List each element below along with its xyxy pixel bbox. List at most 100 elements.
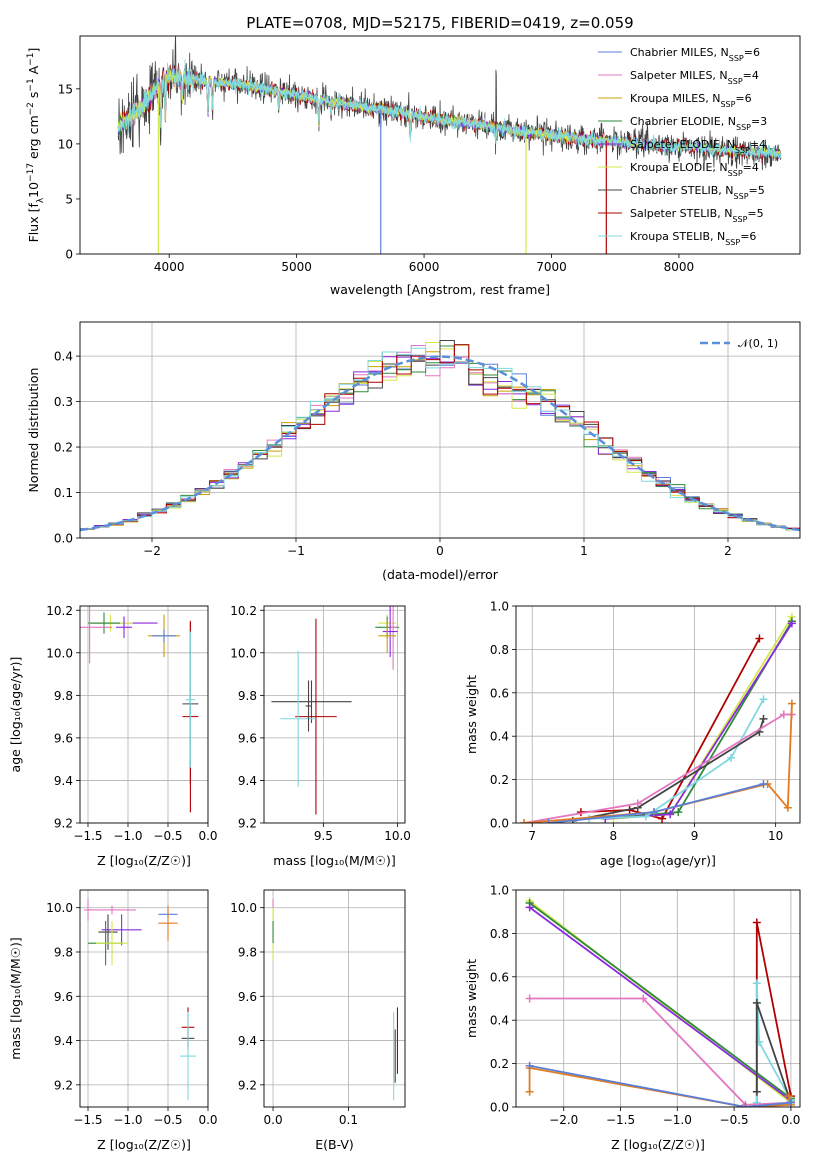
x-tick-label: −1.5 (606, 1113, 635, 1127)
plot-area (80, 322, 800, 538)
weight-marker (544, 819, 553, 823)
y-axis-label: Normed distribution (26, 368, 41, 493)
weight-marker (787, 619, 796, 628)
weight-marker (779, 710, 788, 719)
y-tick-label: 10 (58, 137, 73, 151)
x-tick-label: 8 (610, 829, 618, 843)
y-tick-label: 0.2 (490, 1057, 509, 1071)
y-tick-label: 1.0 (490, 884, 509, 898)
legend-sub: SSP (735, 146, 750, 155)
panel-age_vs_Z: −1.5 −1.0 −0.5 0.0 9.2 9.4 9.6 9.8 10.0 10.2 Z [lo… (8, 604, 218, 868)
x-tick-label: 1 (580, 544, 588, 558)
y-tick-label: 15 (58, 82, 73, 96)
y-axis-label-part: s (26, 92, 41, 103)
y-tick-label: 0.4 (54, 350, 73, 364)
legend-sub: SSP (734, 192, 749, 201)
legend-text: Kroupa STELIB, N (630, 230, 725, 243)
plot-area (80, 606, 208, 823)
weight-marker (525, 903, 534, 912)
legend-entry: Chabrier STELIB, NSSP=5 (630, 184, 765, 201)
weight-line (523, 713, 792, 823)
x-tick-label: −1.5 (73, 829, 102, 843)
weight-marker (752, 998, 761, 1007)
legend-entry: Salpeter STELIB, NSSP=5 (630, 207, 764, 224)
y-tick-label: 0.1 (54, 486, 73, 500)
legend-text: Salpeter ELODIE, N (630, 138, 735, 151)
x-axis-label: age [log₁₀(age/yr)] (600, 853, 716, 868)
weight-marker (741, 1103, 750, 1107)
x-tick-label: −0.5 (720, 1113, 749, 1127)
weight-line (572, 718, 765, 822)
weight-marker (755, 634, 764, 643)
axes-frame (515, 605, 801, 824)
y-axis-label: age [log₁₀(age/yr)] (8, 657, 23, 773)
x-tick-label: −1.0 (113, 1113, 142, 1127)
legend-text: Kroupa ELODIE, N (630, 161, 728, 174)
y-tick-label: 9.2 (238, 1078, 257, 1092)
y-tick-label: 0.6 (490, 686, 509, 700)
y-tick-label: 9.2 (54, 817, 73, 831)
legend-entry: Kroupa MILES, NSSP=6 (630, 92, 752, 109)
y-tick-label: 0.8 (490, 643, 509, 657)
x-tick-label: 5000 (281, 260, 312, 274)
legend-tail: =3 (751, 115, 767, 128)
legend-sub: SSP (728, 77, 743, 86)
weight-line (529, 1064, 791, 1107)
x-tick-label: 7000 (536, 260, 567, 274)
y-tick-label: 9.4 (238, 774, 257, 788)
weight-marker (784, 1092, 793, 1101)
weight-marker (649, 808, 658, 817)
y-tick-label: 9.8 (54, 946, 73, 960)
legend-tail: =6 (735, 92, 751, 105)
y-tick-label: 10.2 (230, 604, 257, 618)
legend-tail: =5 (749, 184, 765, 197)
y-tick-label: 0.0 (490, 817, 509, 831)
weight-marker (639, 994, 648, 1003)
chart-title: PLATE=0708, MJD=52175, FIBERID=0419, z=0… (246, 14, 633, 32)
panel-weight_vs_age: 7 8 9 10 0.0 0.2 0.4 0.6 0.8 1.0 age [log₁₀(age/yr… (464, 600, 801, 868)
weight-marker (525, 994, 534, 1003)
legend-entry: Kroupa STELIB, NSSP=6 (630, 230, 756, 247)
panel-mass_vs_Z: −1.5 −1.0 −0.5 0.0 9.2 9.4 9.6 9.8 10.0 Z [log₁₀(… (8, 889, 218, 1152)
panel-weight_vs_Z: −2.0 −1.5 −1.0 −0.5 0.0 0.0 0.2 0.4 0.6 0.8 1.0 Z [… (464, 884, 800, 1153)
panel-spectrum: 4000 5000 6000 7000 8000 0 5 10 15 PLATE=0708, MJ… (26, 14, 801, 297)
y-axis-label-part: 10 (26, 182, 41, 198)
axes-frame (79, 605, 209, 824)
y-tick-label: 0.0 (490, 1101, 509, 1115)
x-tick-label: 0.0 (198, 829, 217, 843)
x-tick-label: −1.5 (73, 1113, 102, 1127)
y-tick-label: 10.0 (230, 646, 257, 660)
legend-entry: Salpeter ELODIE, NSSP=4 (630, 138, 766, 155)
y-axis-label-part: −1 (26, 53, 36, 66)
x-tick-label: 0.1 (339, 1113, 358, 1127)
weight-marker (520, 819, 529, 823)
y-tick-label: 0.4 (490, 730, 509, 744)
legend-entry: 𝒩(0, 1) (738, 337, 778, 350)
weight-marker (658, 814, 667, 823)
x-tick-label: −2 (143, 544, 161, 558)
plot-area (264, 606, 405, 823)
panel-residuals: −2 −1 0 1 2 0.0 0.1 0.2 0.3 0.4 (data-model)/error… (26, 321, 801, 582)
x-tick-label: 9.5 (314, 829, 333, 843)
axes-frame (79, 889, 209, 1108)
y-tick-label: 10.0 (230, 901, 257, 915)
y-tick-label: 9.8 (238, 689, 257, 703)
legend-text: Chabrier MILES, N (630, 46, 729, 59)
plot-area (117, 36, 782, 254)
x-axis-label: Z [log₁₀(Z/Z☉)] (611, 1137, 705, 1152)
y-tick-label: 0.4 (490, 1014, 509, 1028)
y-axis-label-part: −17 (26, 163, 36, 182)
y-tick-label: 9.6 (54, 990, 73, 1004)
y-tick-label: 10.2 (46, 604, 73, 618)
weight-marker (525, 1087, 534, 1096)
plot-area (516, 606, 800, 823)
x-tick-label: 4000 (154, 260, 185, 274)
weight-marker (633, 799, 642, 808)
y-axis-label: Flux [fλ10−17 erg cm−2 s−1 A−1] (26, 48, 46, 243)
y-tick-label: 0.8 (490, 927, 509, 941)
y-axis-label-part: λ (36, 197, 46, 203)
x-axis-label: Z [log₁₀(Z/Z☉)] (97, 853, 191, 868)
weight-marker (787, 699, 796, 708)
axes-frame (263, 605, 406, 824)
x-tick-label: 10.0 (384, 829, 411, 843)
